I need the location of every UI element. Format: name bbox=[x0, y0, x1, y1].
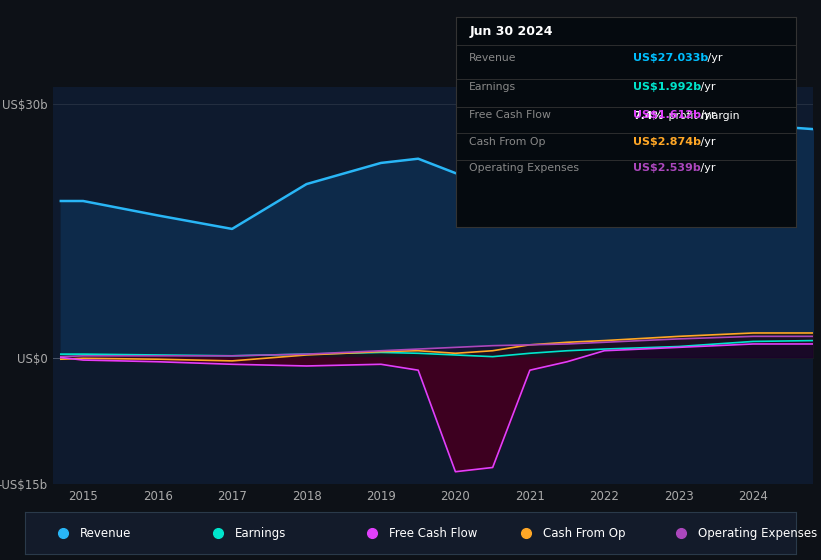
Text: /yr: /yr bbox=[697, 163, 716, 172]
Text: Operating Expenses: Operating Expenses bbox=[470, 163, 580, 172]
Text: Revenue: Revenue bbox=[470, 53, 516, 63]
Text: US$2.874b: US$2.874b bbox=[633, 137, 701, 147]
Text: Cash From Op: Cash From Op bbox=[470, 137, 546, 147]
Text: 7.4%: 7.4% bbox=[633, 111, 663, 122]
Text: US$2.539b: US$2.539b bbox=[633, 163, 700, 172]
Text: Earnings: Earnings bbox=[470, 82, 516, 92]
Text: US$27.033b: US$27.033b bbox=[633, 53, 708, 63]
Text: /yr: /yr bbox=[697, 82, 716, 92]
Text: Earnings: Earnings bbox=[235, 527, 286, 540]
Text: profit margin: profit margin bbox=[665, 111, 740, 122]
Text: US$1.992b: US$1.992b bbox=[633, 82, 701, 92]
Text: Cash From Op: Cash From Op bbox=[544, 527, 626, 540]
Text: Free Cash Flow: Free Cash Flow bbox=[389, 527, 477, 540]
Text: /yr: /yr bbox=[697, 110, 716, 120]
Text: Jun 30 2024: Jun 30 2024 bbox=[470, 25, 553, 38]
Text: /yr: /yr bbox=[704, 53, 722, 63]
Text: Free Cash Flow: Free Cash Flow bbox=[470, 110, 551, 120]
Text: /yr: /yr bbox=[697, 137, 716, 147]
Text: US$1.612b: US$1.612b bbox=[633, 110, 701, 120]
Text: Operating Expenses: Operating Expenses bbox=[698, 527, 817, 540]
Text: Revenue: Revenue bbox=[80, 527, 131, 540]
